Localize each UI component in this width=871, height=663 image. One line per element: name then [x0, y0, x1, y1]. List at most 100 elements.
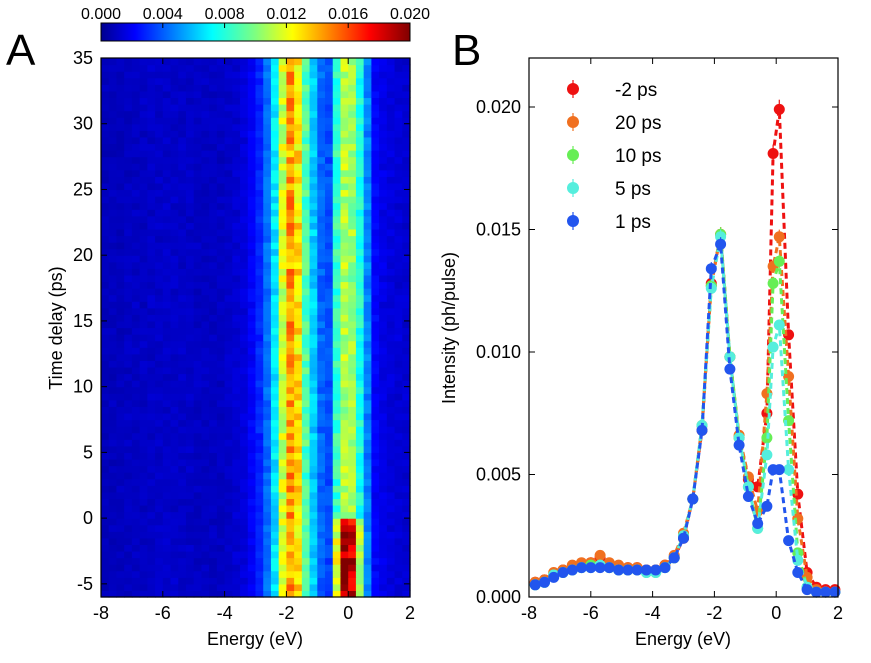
- heatmap-cell: [232, 130, 241, 138]
- heatmap-cell: [332, 406, 342, 414]
- heatmap-cell: [178, 242, 187, 250]
- heatmap-cell: [363, 590, 372, 598]
- heatmap-cell: [348, 202, 357, 210]
- heatmap-cell: [379, 84, 388, 92]
- heatmap-cell: [301, 406, 311, 414]
- heatmap-cell: [379, 577, 388, 585]
- heatmap-cell: [255, 182, 264, 191]
- heatmap-cell: [363, 136, 372, 145]
- heatmap-cell: [332, 570, 342, 578]
- heatmap-cell: [240, 202, 249, 210]
- heatmap-cell: [185, 130, 195, 138]
- heatmap-cell: [294, 261, 303, 269]
- heatmap-cell: [263, 169, 272, 177]
- heatmap-cell: [101, 347, 110, 355]
- heatmap-cell: [309, 498, 318, 506]
- heatmap-cell: [224, 465, 233, 473]
- heatmap-xtick-label: -2: [278, 603, 294, 623]
- heatmap-cell: [116, 432, 125, 440]
- heatmap-cell: [340, 485, 349, 493]
- heatmap-cell: [232, 518, 241, 526]
- heatmap-cell: [278, 380, 287, 388]
- heatmap-cell: [170, 393, 179, 401]
- heatmap-cell: [240, 77, 249, 85]
- heatmap-cell: [317, 386, 326, 394]
- heatmap-cell: [232, 77, 241, 85]
- heatmap-cell: [216, 432, 226, 440]
- heatmap-cell: [301, 117, 311, 125]
- heatmap-cell: [340, 202, 349, 210]
- heatmap-cell: [162, 386, 172, 394]
- heatmap-cell: [325, 327, 334, 335]
- heatmap-cell: [371, 104, 380, 112]
- heatmap-cell: [278, 373, 287, 381]
- heatmap-cell: [116, 360, 125, 368]
- heatmap-cell: [255, 511, 264, 519]
- heatmap-cell: [216, 406, 226, 414]
- heatmap-cell: [124, 334, 133, 342]
- heatmap-cell: [394, 222, 403, 230]
- heatmap-cell: [185, 215, 195, 223]
- heatmap-cell: [101, 84, 110, 92]
- heatmap-cell: [394, 340, 403, 348]
- heatmap-cell: [325, 196, 334, 204]
- heatmap-cell: [124, 182, 133, 191]
- heatmap-cell: [108, 242, 118, 250]
- heatmap-cell: [340, 143, 349, 151]
- heatmap-cell: [301, 58, 311, 66]
- heatmap-cell: [170, 117, 179, 125]
- heatmap-cell: [317, 334, 326, 342]
- heatmap-cell: [348, 169, 357, 177]
- heatmap-cell: [201, 143, 210, 151]
- heatmap-cell: [294, 58, 303, 66]
- heatmap-cell: [131, 327, 141, 335]
- heatmap-cell: [286, 452, 295, 460]
- heatmap-cell: [309, 117, 318, 125]
- heatmap-cell: [201, 301, 210, 309]
- heatmap-xlabel: Energy (eV): [207, 629, 303, 649]
- heatmap-cell: [278, 71, 287, 79]
- data-point: [696, 424, 708, 436]
- heatmap-cell: [278, 281, 287, 289]
- heatmap-cell: [162, 110, 172, 118]
- heatmap-cell: [131, 150, 141, 158]
- heatmap-cell: [371, 169, 380, 177]
- heatmap-cell: [185, 261, 195, 269]
- heatmap-cell: [270, 169, 280, 177]
- heatmap-cell: [193, 583, 203, 592]
- heatmap-cell: [394, 327, 403, 335]
- heatmap-cell: [108, 347, 118, 355]
- heatmap-cell: [116, 373, 125, 381]
- heatmap-cell: [309, 320, 318, 329]
- heatmap-cell: [348, 327, 357, 335]
- heatmap-cell: [178, 439, 187, 447]
- heatmap-cell: [185, 189, 195, 197]
- heatmap-cell: [255, 130, 264, 138]
- heatmap-cell: [162, 169, 172, 177]
- heatmap-cell: [232, 176, 241, 184]
- heatmap-cell: [402, 281, 411, 289]
- heatmap-cell: [255, 445, 264, 453]
- heatmap-cell: [355, 439, 365, 447]
- heatmap-cell: [340, 209, 349, 217]
- heatmap-cell: [355, 531, 365, 539]
- heatmap-cell: [402, 386, 411, 394]
- heatmap-cell: [162, 281, 172, 289]
- heatmap-cell: [255, 360, 264, 368]
- heatmap-cell: [201, 130, 210, 138]
- heatmap-cell: [317, 537, 326, 546]
- heatmap-cell: [355, 334, 365, 342]
- heatmap-cell: [348, 557, 357, 565]
- heatmap-cell: [301, 235, 311, 243]
- heatmap-cell: [116, 255, 125, 263]
- heatmap-cell: [301, 136, 311, 145]
- heatmap-cell: [402, 399, 411, 407]
- heatmap-cell: [278, 117, 287, 125]
- heatmap-cell: [247, 97, 257, 105]
- heatmap-cell: [355, 583, 365, 592]
- heatmap-cell: [124, 288, 133, 296]
- heatmap-cell: [278, 307, 287, 315]
- heatmap-cell: [101, 485, 110, 493]
- heatmap-cell: [108, 268, 118, 276]
- heatmap-cell: [240, 412, 249, 421]
